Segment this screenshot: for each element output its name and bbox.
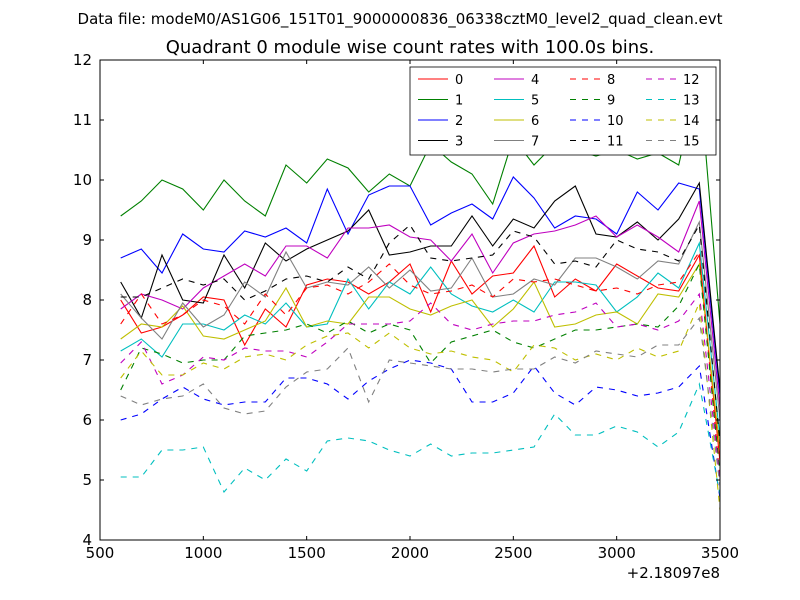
legend-label-0: 0: [455, 73, 463, 88]
legend-label-11: 11: [607, 135, 624, 150]
series-line-11: [120, 223, 720, 445]
y-tick-label: 4: [82, 531, 92, 549]
legend-label-7: 7: [531, 135, 539, 150]
series-line-2: [120, 176, 720, 397]
y-tick-label: 5: [82, 471, 92, 489]
legend-box: [409, 66, 717, 156]
y-tick-label: 7: [82, 351, 92, 369]
plot-area: [120, 74, 720, 511]
series-line-13: [120, 382, 720, 496]
x-tick-label: 3000: [598, 544, 636, 562]
legend-label-13: 13: [683, 94, 700, 109]
legend-label-4: 4: [531, 73, 539, 88]
legend-label-5: 5: [531, 94, 539, 109]
series-line-15: [120, 316, 720, 487]
y-tick-label: 10: [73, 171, 92, 189]
legend-label-1: 1: [455, 94, 463, 109]
legend-label-14: 14: [683, 114, 700, 129]
x-tick-label: 3500: [701, 544, 739, 562]
y-tick-label: 12: [73, 51, 92, 69]
y-tick-label: 6: [82, 411, 92, 429]
x-tick-label: 2000: [391, 544, 429, 562]
legend-label-12: 12: [683, 73, 700, 88]
legend-label-8: 8: [607, 73, 615, 88]
legend-label-3: 3: [455, 135, 463, 150]
data-file-title: Data file: modeM0/AS1G06_151T01_90000008…: [78, 10, 723, 29]
y-tick-label: 8: [82, 291, 92, 309]
series-line-7: [120, 220, 720, 421]
y-tick-label: 11: [73, 111, 92, 129]
legend-label-2: 2: [455, 114, 463, 129]
legend-label-9: 9: [607, 94, 615, 109]
x-tick-label: 500: [86, 544, 115, 562]
series-line-0: [120, 244, 720, 463]
chart-title: Quadrant 0 module wise count rates with …: [166, 37, 655, 58]
legend-label-10: 10: [607, 114, 624, 129]
x-axis-offset-label: +2.18097e8: [627, 564, 720, 582]
series-line-10: [120, 359, 720, 499]
series-line-14: [120, 302, 720, 511]
x-tick-label: 2500: [494, 544, 532, 562]
legend-label-6: 6: [531, 114, 539, 129]
y-tick-label: 9: [82, 231, 92, 249]
series-line-12: [120, 292, 720, 481]
series-line-4: [120, 200, 720, 409]
x-tick-label: 1000: [184, 544, 222, 562]
legend-label-15: 15: [683, 135, 700, 150]
x-tick-label: 1500: [288, 544, 326, 562]
